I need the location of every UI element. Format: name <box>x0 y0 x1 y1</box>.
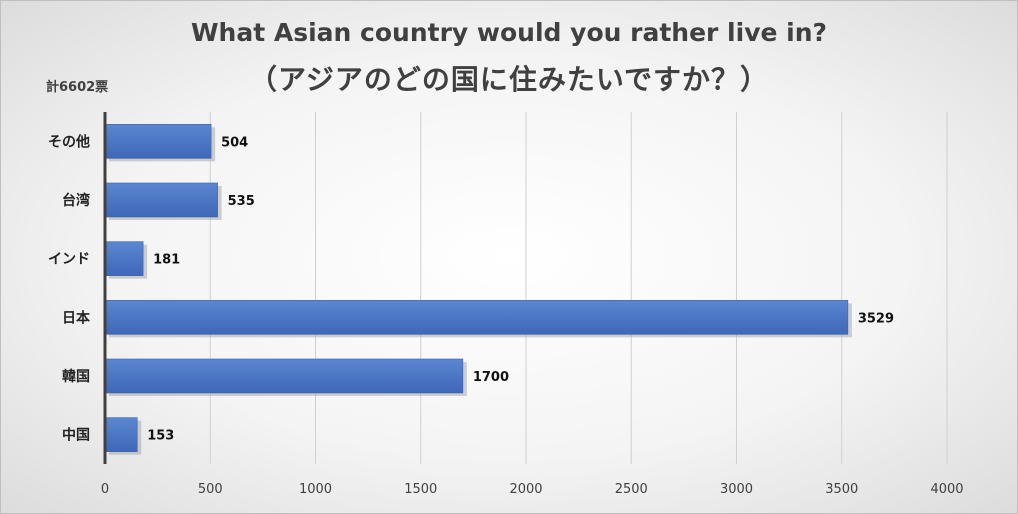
x-tick-label: 2500 <box>615 482 648 497</box>
category-label: その他 <box>48 133 90 150</box>
bar <box>104 417 138 452</box>
bar <box>104 241 144 276</box>
x-tick-label: 2000 <box>509 482 542 497</box>
chart-title: What Asian country would you rather live… <box>190 18 828 47</box>
category-label: 日本 <box>62 309 91 326</box>
gridlines <box>209 112 948 464</box>
x-tick-label: 3500 <box>825 482 858 497</box>
bar <box>104 124 212 159</box>
bars <box>104 124 852 455</box>
vote-total-note: 計6602票 <box>46 80 109 95</box>
data-label: 1700 <box>473 370 509 385</box>
data-label: 504 <box>221 135 248 150</box>
data-label: 181 <box>153 253 180 268</box>
bar <box>104 182 218 218</box>
chart-subtitle: （アジアのどの国に住みたいですか？） <box>248 63 770 96</box>
category-label: 中国 <box>62 427 90 444</box>
bar <box>104 300 849 335</box>
x-tick-label: 0 <box>101 482 109 497</box>
x-tick-label: 3000 <box>720 482 753 497</box>
x-tick-label: 1000 <box>299 482 332 497</box>
labels: 0 500 1000 1500 2000 2500 3000 3500 4000 その他 504 台湾… <box>48 133 964 497</box>
data-label: 3529 <box>858 311 894 326</box>
x-tick-label: 4000 <box>930 482 963 497</box>
category-label: 韓国 <box>62 368 90 385</box>
data-label: 153 <box>147 429 174 444</box>
bar <box>104 358 464 394</box>
x-tick-label: 500 <box>198 482 223 497</box>
category-label: インド <box>48 252 90 268</box>
data-label: 535 <box>228 194 255 209</box>
category-label: 台湾 <box>62 192 90 209</box>
x-tick-label: 1500 <box>404 482 437 497</box>
